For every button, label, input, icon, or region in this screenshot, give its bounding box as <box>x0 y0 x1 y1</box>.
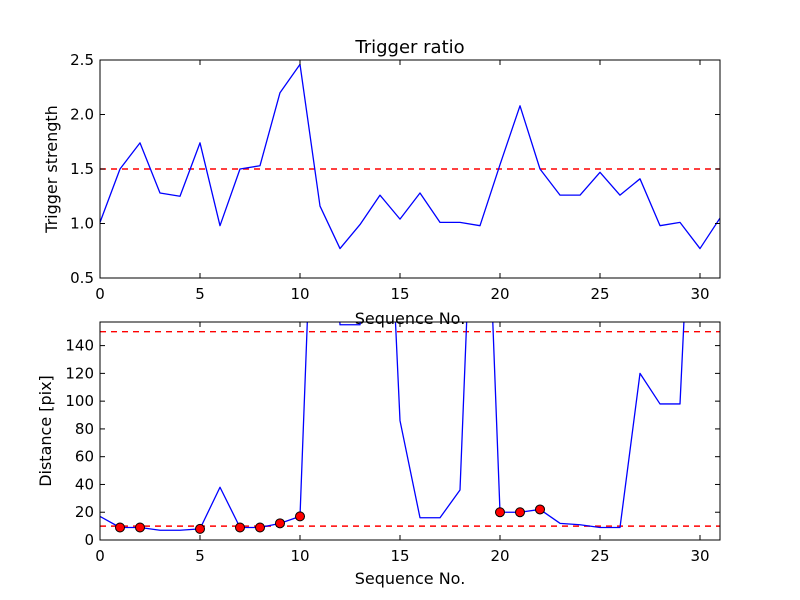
y-tick-label: 40 <box>75 475 94 493</box>
y-tick-label: 2.5 <box>70 51 94 69</box>
data-point <box>135 522 145 533</box>
x-tick-label: 25 <box>590 285 609 303</box>
y-tick-label: 1.5 <box>70 160 94 178</box>
y-axis-label: Distance [pix] <box>36 375 55 487</box>
y-tick-label: 100 <box>65 392 94 410</box>
x-axis-label: Sequence No. <box>355 569 466 588</box>
y-tick-label: 2.0 <box>70 106 94 124</box>
data-point <box>255 522 265 533</box>
y-tick-label: 120 <box>65 364 94 382</box>
y-tick-label: 140 <box>65 337 94 355</box>
series-line <box>100 322 685 531</box>
x-tick-label: 20 <box>490 285 509 303</box>
series-line <box>100 63 720 250</box>
distance-panel: 0 5 10 15 20 25 30 0 20 40 60 80 100 120 140 Sequence … <box>36 321 721 588</box>
x-tick-label: 25 <box>590 547 609 565</box>
x-tick-label: 20 <box>490 547 509 565</box>
x-tick-label: 10 <box>290 547 309 565</box>
data-point <box>515 507 525 518</box>
x-axis-label: Sequence No. <box>355 309 466 328</box>
x-tick-label: 30 <box>690 547 709 565</box>
x-tick-label: 15 <box>390 285 409 303</box>
y-tick-label: 60 <box>75 448 94 466</box>
x-tick-label: 0 <box>95 285 105 303</box>
data-point <box>495 507 505 518</box>
y-tick-label: 80 <box>75 420 94 438</box>
data-point <box>275 518 285 529</box>
trigger-ratio-panel: Trigger ratio 0 5 10 15 20 25 30 0.5 1.0 1.5 2.0 2.… <box>42 37 721 328</box>
x-tick-label: 0 <box>95 547 105 565</box>
data-point <box>235 522 245 533</box>
y-axis-label: Trigger strength <box>42 105 61 234</box>
axes-frame <box>99 321 721 541</box>
chart-title: Trigger ratio <box>354 37 464 58</box>
x-tick-label: 5 <box>195 285 205 303</box>
x-tick-label: 15 <box>390 547 409 565</box>
y-tick-label: 0 <box>84 531 94 549</box>
data-point <box>295 511 305 522</box>
data-point <box>195 523 205 534</box>
y-tick-label: 1.0 <box>70 215 94 233</box>
data-point <box>535 504 545 515</box>
x-tick-label: 10 <box>290 285 309 303</box>
y-tick-label: 20 <box>75 503 94 521</box>
x-tick-label: 30 <box>690 285 709 303</box>
data-point <box>115 522 125 533</box>
x-tick-label: 5 <box>195 547 205 565</box>
y-tick-label: 0.5 <box>70 269 94 287</box>
